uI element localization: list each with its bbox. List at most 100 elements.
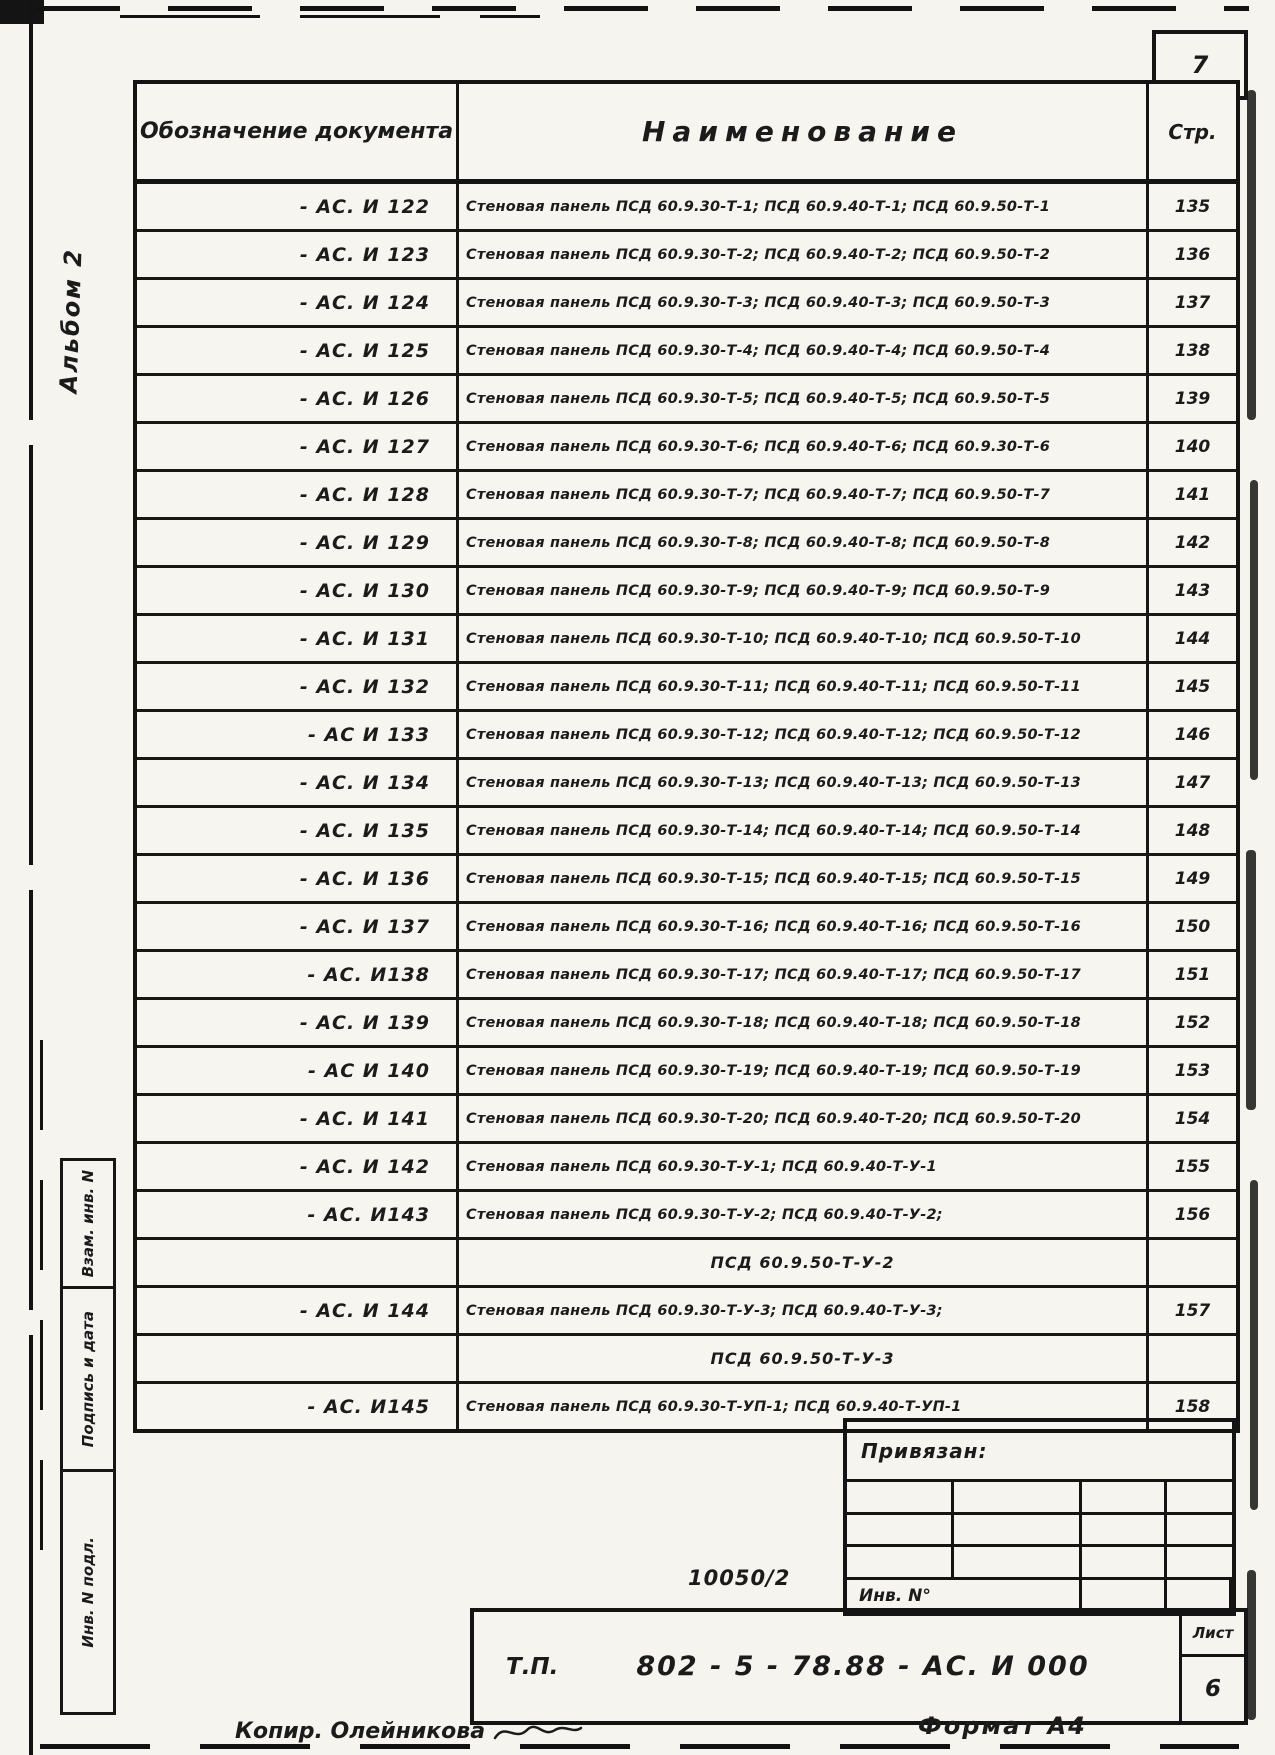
row-designation: - АС. И143 — [137, 1192, 459, 1237]
sheet-number: 7 — [1191, 51, 1209, 79]
row-page: 148 — [1174, 820, 1211, 841]
row-designation: - АС. И 129 — [137, 520, 459, 565]
table-row: - АС И 133 Стеновая панель ПСД 60.9.30-Т… — [137, 712, 1236, 760]
scan-artifact — [36, 6, 1249, 11]
row-page — [1149, 1336, 1236, 1381]
stamp-cell-inv: Инв. N подл. — [60, 1469, 116, 1715]
row-name: Стеновая панель ПСД 60.9.30-Т-2; ПСД 60.… — [459, 232, 1149, 277]
row-designation: - АС. И 135 — [137, 808, 459, 853]
row-page — [1149, 1240, 1236, 1285]
row-page: 146 — [1174, 724, 1211, 745]
row-name: Стеновая панель ПСД 60.9.30-Т-10; ПСД 60… — [459, 616, 1149, 661]
table-row: - АС. И 128 Стеновая панель ПСД 60.9.30-… — [137, 472, 1236, 520]
table-row: - АС. И 141 Стеновая панель ПСД 60.9.30-… — [137, 1096, 1236, 1144]
table-row: - АС. И 125 Стеновая панель ПСД 60.9.30-… — [137, 328, 1236, 376]
table-row: - АС. И 130 Стеновая панель ПСД 60.9.30-… — [137, 568, 1236, 616]
row-name: Стеновая панель ПСД 60.9.30-Т-12; ПСД 60… — [459, 712, 1149, 757]
table-row: - АС. И 129 Стеновая панель ПСД 60.9.30-… — [137, 520, 1236, 568]
table-row: - АС. И 124 Стеновая панель ПСД 60.9.30-… — [137, 280, 1236, 328]
row-page: 157 — [1174, 1300, 1211, 1321]
stamp-column: Взам. инв. N Подпись и дата Инв. N подл. — [60, 1158, 116, 1715]
grid-cell — [1167, 1547, 1232, 1580]
table-row: - АС. И 137 Стеновая панель ПСД 60.9.30-… — [137, 904, 1236, 952]
row-page: 145 — [1174, 676, 1211, 697]
grid-cell — [1167, 1515, 1232, 1547]
grid-cell — [1082, 1547, 1167, 1580]
row-page: 140 — [1174, 436, 1211, 457]
row-designation: - АС И 133 — [137, 712, 459, 757]
row-designation: - АС. И 131 — [137, 616, 459, 661]
table-row: - АС. И 132 Стеновая панель ПСД 60.9.30-… — [137, 664, 1236, 712]
table-row: - АС. И 127 Стеновая панель ПСД 60.9.30-… — [137, 424, 1236, 472]
row-designation: - АС. И 130 — [137, 568, 459, 613]
row-designation: - АС. И 123 — [137, 232, 459, 277]
row-designation: - АС. И 127 — [137, 424, 459, 469]
signature-icon — [493, 1725, 583, 1740]
grid-cell — [847, 1547, 954, 1580]
inv-number-cell: Инв. N° — [847, 1579, 1082, 1612]
row-name: Стеновая панель ПСД 60.9.30-Т-3; ПСД 60.… — [459, 280, 1149, 325]
grid-cell — [847, 1514, 954, 1547]
row-page: 135 — [1174, 196, 1211, 217]
stamp-cell-podpis: Подпись и дата — [60, 1286, 116, 1469]
row-name: ПСД 60.9.50-Т-У-3 — [459, 1336, 1149, 1381]
table-row: - АС. И 126 Стеновая панель ПСД 60.9.30-… — [137, 376, 1236, 424]
row-designation: - АС. И145 — [137, 1384, 459, 1429]
row-designation: - АС. И 122 — [137, 184, 459, 229]
album-label: Альбом 2 — [54, 247, 88, 395]
stamp-cell-vzam: Взам. инв. N — [60, 1158, 116, 1286]
row-name: Стеновая панель ПСД 60.9.30-Т-15; ПСД 60… — [459, 856, 1149, 901]
row-designation: - АС. И 142 — [137, 1144, 459, 1189]
table-row: - АС. И138 Стеновая панель ПСД 60.9.30-Т… — [137, 952, 1236, 1000]
row-page: 144 — [1174, 628, 1211, 649]
table-row: - АС. И 123 Стеновая панель ПСД 60.9.30-… — [137, 232, 1236, 280]
row-designation: - АС. И 144 — [137, 1288, 459, 1333]
row-page: 137 — [1174, 292, 1211, 313]
row-name: Стеновая панель ПСД 60.9.30-Т-УП-1; ПСД … — [459, 1384, 1149, 1429]
header-designation: Обозначение документа — [137, 84, 459, 179]
row-name: Стеновая панель ПСД 60.9.30-Т-20; ПСД 60… — [459, 1096, 1149, 1141]
row-page: 155 — [1174, 1156, 1211, 1177]
scan-artifact — [40, 1744, 1239, 1749]
table-row: - АС И 140 Стеновая панель ПСД 60.9.30-Т… — [137, 1048, 1236, 1096]
row-name: Стеновая панель ПСД 60.9.30-Т-4; ПСД 60.… — [459, 328, 1149, 373]
row-name: Стеновая панель ПСД 60.9.30-Т-19; ПСД 60… — [459, 1048, 1149, 1093]
grid-cell — [954, 1547, 1082, 1580]
table-row: - АС. И145 Стеновая панель ПСД 60.9.30-Т… — [137, 1384, 1236, 1429]
table-row: - АС. И 134 Стеновая панель ПСД 60.9.30-… — [137, 760, 1236, 808]
sheet-label: Лист — [1182, 1612, 1244, 1657]
grid-cell — [1167, 1482, 1232, 1515]
row-designation: - АС И 140 — [137, 1048, 459, 1093]
row-page: 153 — [1174, 1060, 1211, 1081]
title-block-main: Т.П. 802 - 5 - 78.88 - АС. И 000 — [474, 1612, 1182, 1721]
row-designation: - АС. И 132 — [137, 664, 459, 709]
contents-table: Обозначение документа Наименование Стр. … — [133, 80, 1240, 1433]
row-designation: - АС. И 136 — [137, 856, 459, 901]
row-page: 141 — [1174, 484, 1211, 505]
doc-number: 10050/2 — [688, 1566, 791, 1590]
scan-artifact — [0, 0, 44, 24]
grid-cell — [1082, 1579, 1167, 1612]
table-row: - АС. И 122 Стеновая панель ПСД 60.9.30-… — [137, 184, 1236, 232]
document-designation: 802 - 5 - 78.88 - АС. И 000 — [636, 1651, 1090, 1682]
scan-artifact — [40, 1040, 43, 1560]
row-name: Стеновая панель ПСД 60.9.30-Т-18; ПСД 60… — [459, 1000, 1149, 1045]
privyazan-grid: Инв. N° — [847, 1482, 1232, 1612]
grid-cell — [954, 1514, 1082, 1547]
row-page: 138 — [1174, 340, 1211, 361]
table-row: - АС. И 139 Стеновая панель ПСД 60.9.30-… — [137, 1000, 1236, 1048]
tp-label: Т.П. — [506, 1653, 559, 1680]
row-name: Стеновая панель ПСД 60.9.30-Т-1; ПСД 60.… — [459, 184, 1149, 229]
row-designation: - АС. И 137 — [137, 904, 459, 949]
row-name: Стеновая панель ПСД 60.9.30-Т-13; ПСД 60… — [459, 760, 1149, 805]
row-designation: - АС. И 126 — [137, 376, 459, 421]
header-page: Стр. — [1168, 119, 1217, 144]
stamp-label: Инв. N подл. — [79, 1536, 97, 1648]
row-designation: - АС. И 134 — [137, 760, 459, 805]
row-name: Стеновая панель ПСД 60.9.30-Т-9; ПСД 60.… — [459, 568, 1149, 613]
grid-cell — [1082, 1514, 1167, 1547]
row-name: Стеновая панель ПСД 60.9.30-Т-У-2; ПСД 6… — [459, 1192, 1149, 1237]
row-page: 158 — [1174, 1396, 1211, 1417]
scan-artifact — [1246, 850, 1256, 1110]
table-body: - АС. И 122 Стеновая панель ПСД 60.9.30-… — [137, 184, 1236, 1429]
